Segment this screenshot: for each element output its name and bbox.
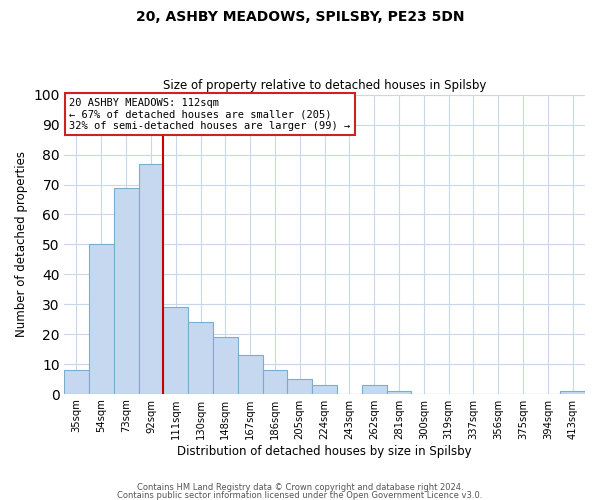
Bar xyxy=(188,322,213,394)
Bar xyxy=(287,380,312,394)
Bar xyxy=(139,164,163,394)
Title: Size of property relative to detached houses in Spilsby: Size of property relative to detached ho… xyxy=(163,79,486,92)
Bar xyxy=(312,386,337,394)
Bar xyxy=(114,188,139,394)
Text: 20, ASHBY MEADOWS, SPILSBY, PE23 5DN: 20, ASHBY MEADOWS, SPILSBY, PE23 5DN xyxy=(136,10,464,24)
Bar xyxy=(362,386,386,394)
Bar xyxy=(163,308,188,394)
Y-axis label: Number of detached properties: Number of detached properties xyxy=(15,152,28,338)
X-axis label: Distribution of detached houses by size in Spilsby: Distribution of detached houses by size … xyxy=(177,444,472,458)
Bar xyxy=(263,370,287,394)
Bar xyxy=(64,370,89,394)
Bar xyxy=(89,244,114,394)
Text: Contains HM Land Registry data © Crown copyright and database right 2024.: Contains HM Land Registry data © Crown c… xyxy=(137,484,463,492)
Bar xyxy=(213,338,238,394)
Text: Contains public sector information licensed under the Open Government Licence v3: Contains public sector information licen… xyxy=(118,490,482,500)
Bar xyxy=(560,392,585,394)
Bar xyxy=(238,356,263,395)
Bar xyxy=(386,392,412,394)
Text: 20 ASHBY MEADOWS: 112sqm
← 67% of detached houses are smaller (205)
32% of semi-: 20 ASHBY MEADOWS: 112sqm ← 67% of detach… xyxy=(70,98,350,131)
